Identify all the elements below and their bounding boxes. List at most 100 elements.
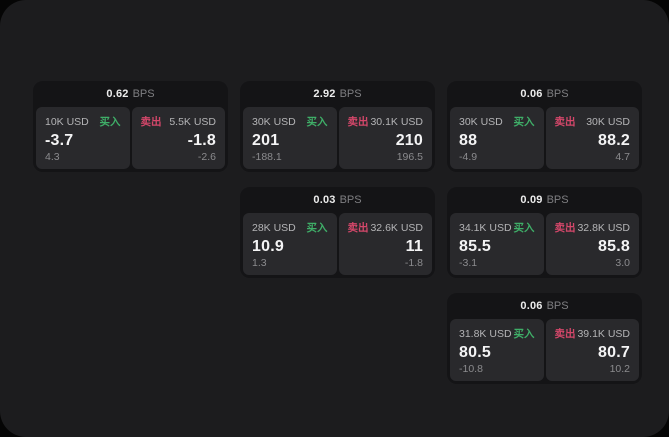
card-body: 30K USD 买入 88 -4.9 卖出 30K USD 88.2 4.7 xyxy=(447,107,642,172)
sell-label: 卖出 xyxy=(140,116,162,128)
sell-price: 80.7 xyxy=(598,344,630,361)
bps-value: 0.62 xyxy=(106,88,129,100)
sell-price: 11 xyxy=(405,238,423,255)
sell-label: 卖出 xyxy=(554,328,576,340)
sell-label: 卖出 xyxy=(554,222,576,234)
bps-unit-label: BPS xyxy=(546,300,569,312)
bps-value: 0.03 xyxy=(313,194,336,206)
buy-tile[interactable]: 28K USD 买入 10.9 1.3 xyxy=(243,213,337,275)
buy-tile[interactable]: 31.8K USD 买入 80.5 -10.8 xyxy=(450,319,544,381)
bps-unit-label: BPS xyxy=(132,88,155,100)
buy-sub-value: -188.1 xyxy=(252,151,282,163)
buy-label: 买入 xyxy=(99,116,121,128)
card-header: 0.06 BPS xyxy=(447,293,642,319)
card-body: 31.8K USD 买入 80.5 -10.8 卖出 39.1K USD 80.… xyxy=(447,319,642,384)
buy-tile[interactable]: 30K USD 买入 88 -4.9 xyxy=(450,107,544,169)
buy-label: 买入 xyxy=(306,116,328,128)
card-body: 30K USD 买入 201 -188.1 卖出 30.1K USD 210 1… xyxy=(240,107,435,172)
sell-tile-header: 卖出 32.8K USD xyxy=(555,220,631,235)
buy-price: 10.9 xyxy=(252,238,284,255)
sell-sub-value: 196.5 xyxy=(396,151,423,163)
sell-amount: 32.8K USD xyxy=(577,221,630,234)
buy-tile-header: 10K USD 买入 xyxy=(45,114,121,129)
card-header: 0.62 BPS xyxy=(33,81,228,107)
bps-unit-label: BPS xyxy=(546,194,569,206)
buy-tile-header: 30K USD 买入 xyxy=(459,114,535,129)
sell-tile[interactable]: 卖出 30K USD 88.2 4.7 xyxy=(545,107,639,169)
buy-sub-value: -3.1 xyxy=(459,257,478,269)
sell-tile-header: 卖出 39.1K USD xyxy=(555,326,631,341)
quote-card: 0.09 BPS 34.1K USD 买入 85.5 -3.1 卖出 32.8K… xyxy=(447,187,642,278)
card-header: 0.06 BPS xyxy=(447,81,642,107)
sell-amount: 5.5K USD xyxy=(169,115,216,128)
buy-tile-header: 31.8K USD 买入 xyxy=(459,326,535,341)
buy-tile-header: 34.1K USD 买入 xyxy=(459,220,535,235)
buy-amount: 30K USD xyxy=(459,115,503,128)
quote-card: 0.06 BPS 30K USD 买入 88 -4.9 卖出 30K USD 8… xyxy=(447,81,642,172)
buy-price: 85.5 xyxy=(459,238,491,255)
buy-amount: 10K USD xyxy=(45,115,89,128)
buy-tile-header: 30K USD 买入 xyxy=(252,114,328,129)
sell-price: 210 xyxy=(395,132,423,149)
sell-amount: 30K USD xyxy=(586,115,630,128)
buy-label: 买入 xyxy=(513,222,535,234)
sell-tile-header: 卖出 5.5K USD xyxy=(141,114,217,129)
sell-label: 卖出 xyxy=(347,222,369,234)
quote-card: 0.06 BPS 31.8K USD 买入 80.5 -10.8 卖出 39.1… xyxy=(447,293,642,384)
sell-sub-value: 3.0 xyxy=(615,257,630,269)
card-body: 28K USD 买入 10.9 1.3 卖出 32.6K USD 11 -1.8 xyxy=(240,213,435,278)
buy-price: 80.5 xyxy=(459,344,491,361)
buy-tile[interactable]: 34.1K USD 买入 85.5 -3.1 xyxy=(450,213,544,275)
sell-amount: 30.1K USD xyxy=(370,115,423,128)
sell-tile[interactable]: 卖出 5.5K USD -1.8 -2.6 xyxy=(131,107,225,169)
buy-label: 买入 xyxy=(513,116,535,128)
sell-amount: 32.6K USD xyxy=(370,221,423,234)
bps-unit-label: BPS xyxy=(339,194,362,206)
sell-price: 88.2 xyxy=(598,132,630,149)
card-body: 10K USD 买入 -3.7 4.3 卖出 5.5K USD -1.8 -2.… xyxy=(33,107,228,172)
buy-label: 买入 xyxy=(513,328,535,340)
quote-card: 2.92 BPS 30K USD 买入 201 -188.1 卖出 30.1K … xyxy=(240,81,435,172)
sell-sub-value: -2.6 xyxy=(197,151,216,163)
buy-tile[interactable]: 30K USD 买入 201 -188.1 xyxy=(243,107,337,169)
sell-price: -1.8 xyxy=(187,132,216,149)
sell-sub-value: -1.8 xyxy=(404,257,423,269)
buy-price: 88 xyxy=(459,132,478,149)
bps-value: 0.09 xyxy=(520,194,543,206)
buy-amount: 34.1K USD xyxy=(459,221,512,234)
sell-tile-header: 卖出 30.1K USD xyxy=(348,114,424,129)
buy-sub-value: 4.3 xyxy=(45,151,60,163)
buy-price: 201 xyxy=(252,132,280,149)
card-header: 0.03 BPS xyxy=(240,187,435,213)
buy-sub-value: -10.8 xyxy=(459,363,483,375)
bps-unit-label: BPS xyxy=(339,88,362,100)
buy-amount: 31.8K USD xyxy=(459,327,512,340)
cards-grid: 0.62 BPS 10K USD 买入 -3.7 4.3 卖出 5.5K USD… xyxy=(33,81,642,384)
sell-price: 85.8 xyxy=(598,238,630,255)
card-body: 34.1K USD 买入 85.5 -3.1 卖出 32.8K USD 85.8… xyxy=(447,213,642,278)
buy-label: 买入 xyxy=(306,222,328,234)
sell-tile-header: 卖出 30K USD xyxy=(555,114,631,129)
buy-amount: 30K USD xyxy=(252,115,296,128)
sell-tile[interactable]: 卖出 32.8K USD 85.8 3.0 xyxy=(545,213,639,275)
sell-amount: 39.1K USD xyxy=(577,327,630,340)
buy-tile[interactable]: 10K USD 买入 -3.7 4.3 xyxy=(36,107,130,169)
card-header: 2.92 BPS xyxy=(240,81,435,107)
sell-tile[interactable]: 卖出 30.1K USD 210 196.5 xyxy=(338,107,432,169)
sell-sub-value: 10.2 xyxy=(609,363,630,375)
quote-card: 0.03 BPS 28K USD 买入 10.9 1.3 卖出 32.6K US… xyxy=(240,187,435,278)
buy-amount: 28K USD xyxy=(252,221,296,234)
sell-tile[interactable]: 卖出 32.6K USD 11 -1.8 xyxy=(338,213,432,275)
bps-value: 0.06 xyxy=(520,300,543,312)
sell-label: 卖出 xyxy=(554,116,576,128)
sell-sub-value: 4.7 xyxy=(615,151,630,163)
buy-sub-value: 1.3 xyxy=(252,257,267,269)
bps-value: 2.92 xyxy=(313,88,336,100)
sell-tile-header: 卖出 32.6K USD xyxy=(348,220,424,235)
sell-label: 卖出 xyxy=(347,116,369,128)
buy-price: -3.7 xyxy=(45,132,74,149)
sell-tile[interactable]: 卖出 39.1K USD 80.7 10.2 xyxy=(545,319,639,381)
buy-tile-header: 28K USD 买入 xyxy=(252,220,328,235)
quote-card: 0.62 BPS 10K USD 买入 -3.7 4.3 卖出 5.5K USD… xyxy=(33,81,228,172)
